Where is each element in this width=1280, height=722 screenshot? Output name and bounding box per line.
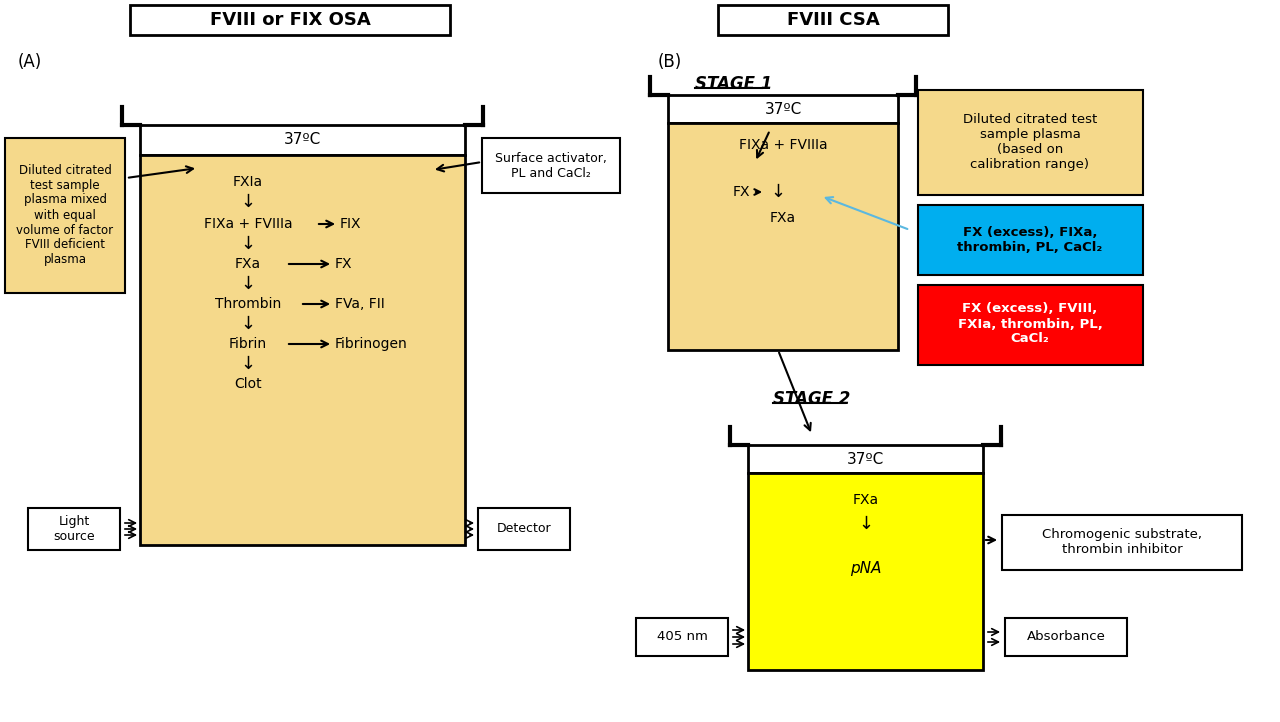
Text: FXa: FXa [236, 257, 261, 271]
Text: FIXa + FVIIIa: FIXa + FVIIIa [204, 217, 292, 231]
Text: FX: FX [335, 257, 352, 271]
Text: FXa: FXa [852, 493, 878, 507]
Text: Light
source: Light source [54, 515, 95, 543]
FancyBboxPatch shape [1002, 515, 1242, 570]
Text: FX (excess), FIXa,
thrombin, PL, CaCl₂: FX (excess), FIXa, thrombin, PL, CaCl₂ [957, 226, 1102, 254]
FancyBboxPatch shape [131, 5, 451, 35]
Text: FIX: FIX [340, 217, 361, 231]
Text: STAGE 2: STAGE 2 [773, 390, 850, 408]
Text: FVa, FII: FVa, FII [335, 297, 385, 311]
Text: ↓: ↓ [771, 183, 786, 201]
Text: Diluted citrated test
sample plasma
(based on
calibration range): Diluted citrated test sample plasma (bas… [963, 113, 1097, 171]
Text: Diluted citrated
test sample
plasma mixed
with equal
volume of factor
FVIII defi: Diluted citrated test sample plasma mixe… [17, 163, 114, 266]
FancyBboxPatch shape [668, 123, 899, 350]
FancyBboxPatch shape [1005, 618, 1126, 656]
Text: (B): (B) [658, 53, 682, 71]
FancyBboxPatch shape [668, 95, 899, 123]
FancyBboxPatch shape [918, 205, 1143, 275]
FancyBboxPatch shape [477, 508, 570, 550]
Text: Detector: Detector [497, 523, 552, 536]
Text: ↓: ↓ [241, 235, 256, 253]
Text: FVIII or FIX OSA: FVIII or FIX OSA [210, 11, 370, 29]
Text: 37ºC: 37ºC [847, 451, 884, 466]
FancyBboxPatch shape [140, 155, 465, 545]
Text: FXIa: FXIa [233, 175, 264, 189]
Text: Surface activator,
PL and CaCl₂: Surface activator, PL and CaCl₂ [495, 152, 607, 180]
Text: Thrombin: Thrombin [215, 297, 282, 311]
Text: pNA: pNA [850, 560, 881, 575]
Text: Absorbance: Absorbance [1027, 630, 1106, 643]
FancyBboxPatch shape [483, 138, 620, 193]
Text: FX: FX [732, 185, 750, 199]
FancyBboxPatch shape [748, 445, 983, 473]
Text: FIXa + FVIIIa: FIXa + FVIIIa [739, 138, 827, 152]
FancyBboxPatch shape [636, 618, 728, 656]
Text: ↓: ↓ [241, 193, 256, 211]
Text: 37ºC: 37ºC [284, 133, 321, 147]
Text: ↓: ↓ [241, 275, 256, 293]
Text: Chromogenic substrate,
thrombin inhibitor: Chromogenic substrate, thrombin inhibito… [1042, 528, 1202, 556]
Text: (A): (A) [18, 53, 42, 71]
Text: 405 nm: 405 nm [657, 630, 708, 643]
Text: FVIII CSA: FVIII CSA [787, 11, 879, 29]
Text: 37ºC: 37ºC [764, 102, 801, 116]
Text: Fibrin: Fibrin [229, 337, 268, 351]
Text: FX (excess), FVIII,
FXIa, thrombin, PL,
CaCl₂: FX (excess), FVIII, FXIa, thrombin, PL, … [957, 303, 1102, 346]
Text: Fibrinogen: Fibrinogen [335, 337, 408, 351]
Text: FXa: FXa [771, 211, 796, 225]
FancyBboxPatch shape [918, 285, 1143, 365]
FancyBboxPatch shape [718, 5, 948, 35]
FancyBboxPatch shape [140, 125, 465, 155]
FancyBboxPatch shape [5, 138, 125, 293]
Text: STAGE 1: STAGE 1 [695, 75, 772, 93]
FancyBboxPatch shape [918, 90, 1143, 195]
Text: ↓: ↓ [241, 315, 256, 333]
FancyBboxPatch shape [748, 473, 983, 670]
Text: ↓: ↓ [858, 515, 873, 533]
Text: Clot: Clot [234, 377, 262, 391]
FancyBboxPatch shape [28, 508, 120, 550]
Text: ↓: ↓ [241, 355, 256, 373]
